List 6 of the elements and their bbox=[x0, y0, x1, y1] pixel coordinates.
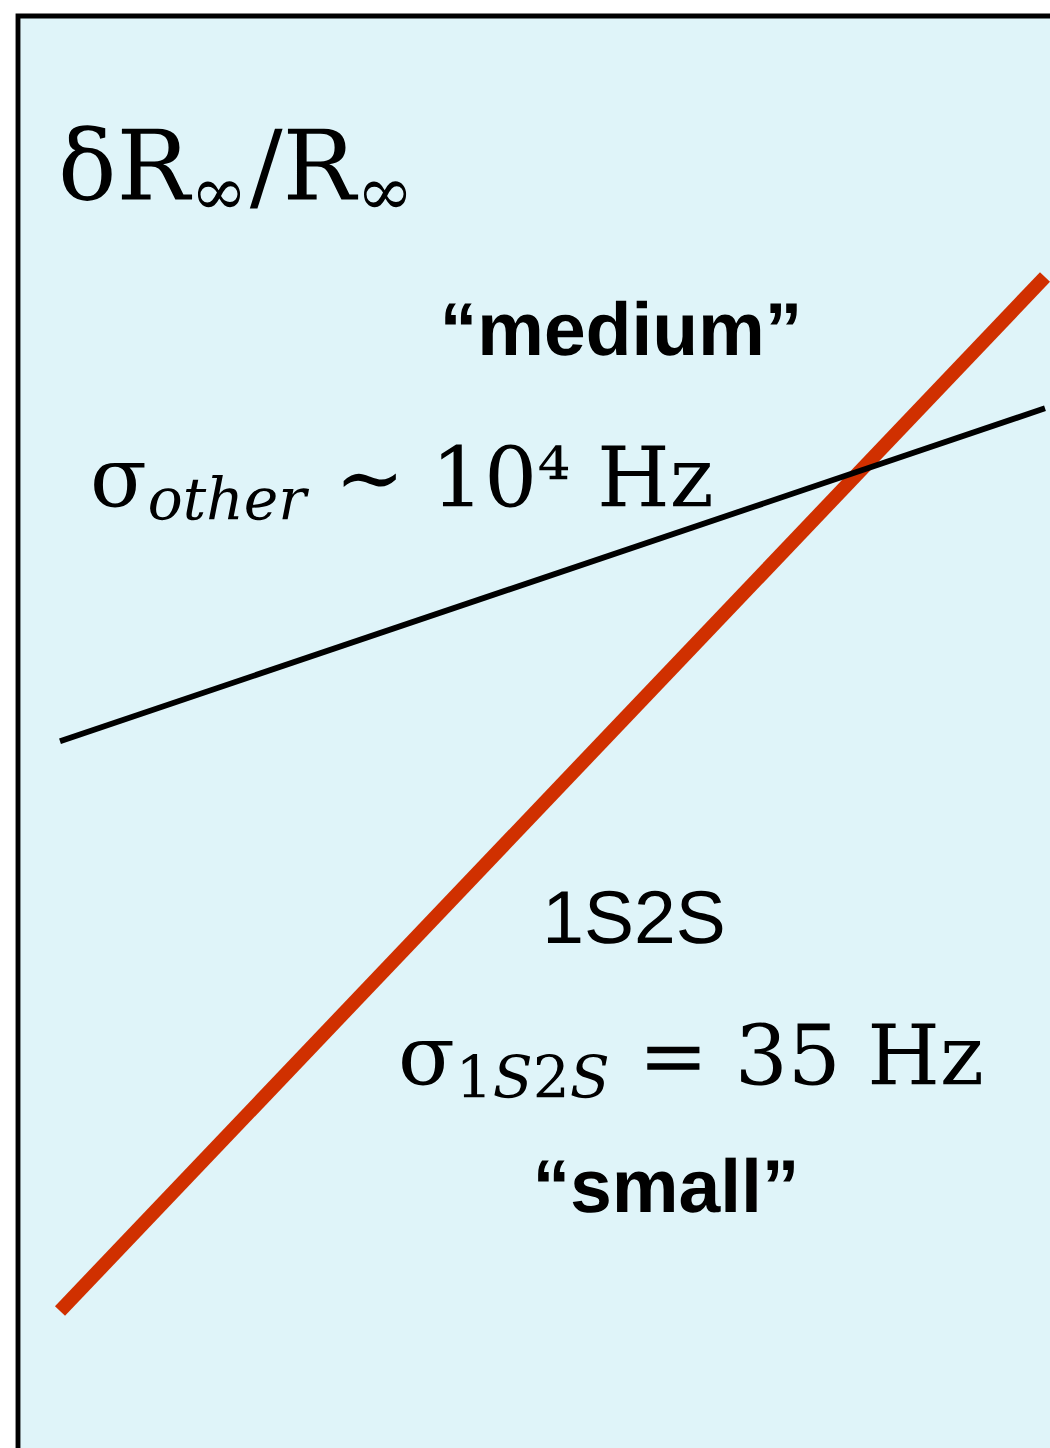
annotation: σ$_{1S2S}$ = 35 Hz bbox=[402, 1022, 981, 1099]
annotation: “small” bbox=[538, 1157, 794, 1213]
annotation: σ$_{other}$ ∼ 10⁴ Hz bbox=[94, 444, 711, 521]
annotation: “medium” bbox=[445, 300, 797, 356]
annotation: 1S2S bbox=[547, 890, 723, 944]
y-axis-title: δR$_{∞}$/R$_{∞}$ bbox=[62, 125, 407, 209]
